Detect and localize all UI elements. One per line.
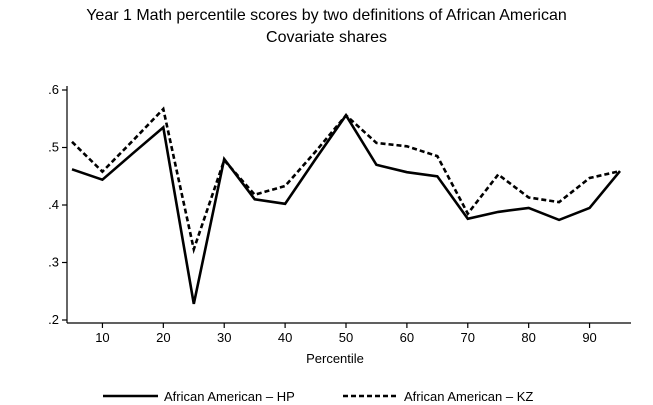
x-tick-label: 60	[400, 330, 414, 345]
x-tick-label: 20	[156, 330, 170, 345]
x-tick-label: 80	[521, 330, 535, 345]
legend-label-hp: African American – HP	[164, 389, 295, 404]
series-line-hp	[71, 112, 622, 305]
x-tick-label: 40	[278, 330, 292, 345]
y-tick-label: .4	[48, 197, 59, 212]
chart-title: Year 1 Math percentile scores by two def…	[86, 7, 567, 24]
legend: African American – HP African American – …	[103, 389, 533, 404]
plot-area: .2 .3 .4 .5 .6 10 20 30 40 50 60 70 80 90	[48, 82, 631, 345]
x-tick-label: 10	[95, 330, 109, 345]
legend-label-kz: African American – KZ	[404, 389, 533, 404]
y-tick-label: .5	[48, 140, 59, 155]
chart-subtitle: Covariate shares	[266, 29, 387, 46]
series-line-kz	[71, 106, 621, 255]
x-axis-label: Percentile	[306, 351, 364, 366]
x-tick-label: 90	[582, 330, 596, 345]
y-tick-label: .3	[48, 255, 59, 270]
x-tick-label: 70	[461, 330, 475, 345]
x-tick-label: 50	[339, 330, 353, 345]
y-tick-label: .6	[48, 82, 59, 97]
y-tick-label: .2	[48, 312, 59, 327]
x-tick-label: 30	[217, 330, 231, 345]
